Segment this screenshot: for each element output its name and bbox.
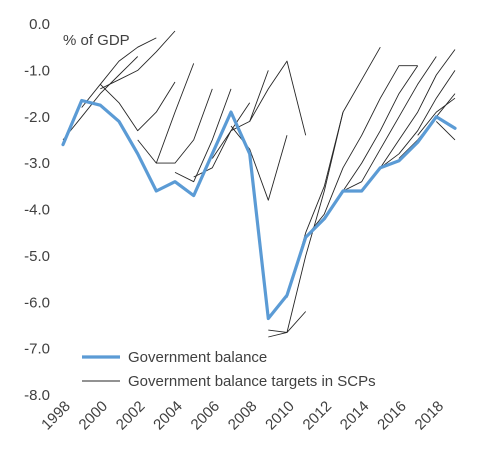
government-balance-line bbox=[61, 98, 457, 321]
y-tick-label: -6.0 bbox=[24, 294, 50, 311]
target-vintage-line bbox=[435, 121, 456, 141]
y-tick-label: -5.0 bbox=[24, 248, 50, 265]
x-tick-label: 2012 bbox=[300, 398, 336, 434]
target-vintage-line bbox=[417, 97, 456, 136]
target-vintage-line bbox=[230, 125, 288, 201]
target-vintage-line bbox=[100, 30, 176, 90]
x-tick-label: 2006 bbox=[188, 398, 224, 434]
target-vintage-line bbox=[211, 70, 269, 159]
x-axis-ticks: 1998 2000 2002 2004 2006 2008 2010 2012 2014 2016… bbox=[38, 398, 447, 434]
target-vintage-line bbox=[286, 46, 381, 298]
x-tick-label: 2008 bbox=[225, 398, 261, 434]
y-tick-label: -7.0 bbox=[24, 341, 50, 358]
target-vintage-line bbox=[249, 60, 307, 136]
x-tick-label: 2010 bbox=[262, 398, 298, 434]
x-tick-label: 2002 bbox=[113, 398, 149, 434]
x-tick-label: 2018 bbox=[412, 398, 448, 434]
y-tick-label: -4.0 bbox=[24, 202, 50, 219]
y-tick-label: -8.0 bbox=[24, 387, 50, 404]
target-vintage-line bbox=[81, 37, 157, 108]
target-series-lines bbox=[62, 30, 456, 338]
target-vintage-line bbox=[137, 63, 195, 164]
target-vintage-line bbox=[174, 88, 232, 183]
x-tick-label: 2004 bbox=[150, 398, 186, 434]
legend: Government balance Government balance ta… bbox=[82, 349, 376, 390]
y-tick-label: -2.0 bbox=[24, 109, 50, 126]
target-vintage-line bbox=[398, 93, 456, 159]
x-tick-label: 2014 bbox=[337, 398, 373, 434]
target-vintage-line bbox=[99, 81, 176, 132]
target-vintage-line bbox=[62, 56, 139, 141]
x-tick-label: 2016 bbox=[374, 398, 410, 434]
target-vintage-line bbox=[156, 88, 213, 164]
y-axis-unit-label: % of GDP bbox=[63, 32, 130, 49]
y-tick-label: 0.0 bbox=[29, 16, 50, 33]
target-vintage-line bbox=[305, 65, 418, 238]
y-tick-label: -1.0 bbox=[24, 62, 50, 79]
y-tick-label: -3.0 bbox=[24, 155, 50, 172]
balance-series-line bbox=[61, 98, 457, 321]
target-vintage-line bbox=[268, 311, 307, 338]
x-tick-label: 2000 bbox=[76, 398, 112, 434]
target-vintage-line bbox=[268, 111, 344, 333]
target-vintage-line bbox=[380, 70, 456, 169]
y-axis-ticks: 0.0 -1.0 -2.0 -3.0 -4.0 -5.0 -6.0 -7.0 -8.0 bbox=[24, 16, 50, 404]
legend-label-government-balance: Government balance bbox=[128, 349, 267, 366]
target-vintage-line bbox=[342, 56, 437, 192]
legend-label-targets: Government balance targets in SCPs bbox=[128, 373, 376, 390]
